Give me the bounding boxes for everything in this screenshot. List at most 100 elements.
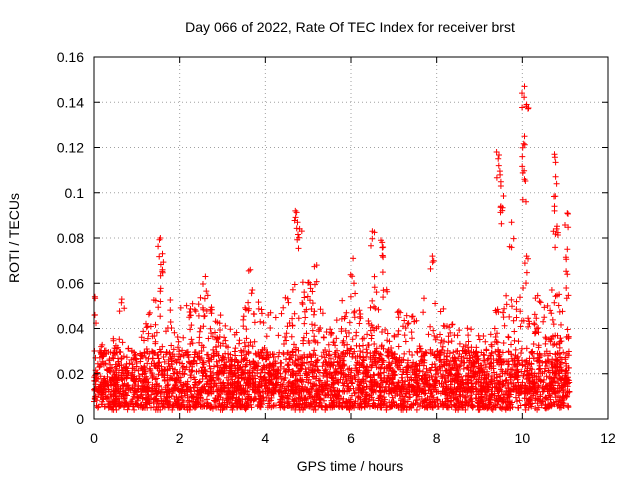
data-point xyxy=(217,312,224,319)
data-point xyxy=(121,395,128,402)
data-point xyxy=(556,401,562,408)
data-point xyxy=(399,371,406,378)
data-point xyxy=(488,388,495,395)
data-point xyxy=(379,329,385,335)
data-point xyxy=(483,346,490,353)
data-point xyxy=(343,309,350,316)
data-point xyxy=(201,312,208,319)
data-point xyxy=(156,253,163,260)
data-point xyxy=(557,376,564,383)
data-point xyxy=(327,331,334,338)
data-point xyxy=(343,333,350,340)
data-point xyxy=(503,301,510,308)
data-point xyxy=(330,380,337,387)
data-point xyxy=(351,314,358,321)
data-point xyxy=(379,244,386,251)
data-point xyxy=(546,386,553,393)
data-point xyxy=(474,402,481,409)
data-point xyxy=(378,398,385,404)
data-point xyxy=(449,388,456,395)
data-point xyxy=(149,348,155,355)
data-point xyxy=(484,404,490,410)
data-point xyxy=(524,367,531,374)
data-point xyxy=(451,332,458,339)
data-point xyxy=(170,346,177,353)
data-point xyxy=(397,309,404,316)
data-point xyxy=(450,349,457,356)
data-point xyxy=(365,342,371,348)
y-tick-label: 0.1 xyxy=(65,185,85,201)
data-point xyxy=(367,356,374,362)
data-point xyxy=(368,386,375,393)
data-point xyxy=(464,325,471,332)
y-axis-label: ROTI / TECUs xyxy=(6,193,22,283)
data-point xyxy=(180,387,186,394)
data-point xyxy=(467,387,474,394)
data-point xyxy=(321,397,327,404)
data-point xyxy=(238,404,245,411)
data-point xyxy=(564,388,571,395)
data-point xyxy=(335,358,341,365)
data-point xyxy=(402,378,409,385)
data-point xyxy=(523,359,530,366)
data-point xyxy=(441,388,448,394)
data-point xyxy=(143,346,150,352)
y-tick-label: 0.02 xyxy=(57,366,84,382)
data-point xyxy=(291,341,297,348)
data-point xyxy=(517,308,524,315)
data-point xyxy=(310,337,317,344)
data-point xyxy=(338,351,345,357)
data-point xyxy=(301,320,308,327)
data-point xyxy=(488,360,495,367)
data-point xyxy=(394,382,401,389)
data-point xyxy=(242,304,249,311)
data-point xyxy=(282,334,288,340)
data-point xyxy=(243,335,250,342)
data-point xyxy=(403,386,410,393)
data-point xyxy=(565,210,571,217)
data-point xyxy=(204,292,211,299)
grid xyxy=(94,57,608,419)
data-point xyxy=(375,371,382,378)
data-point xyxy=(246,373,253,380)
data-point xyxy=(210,370,217,376)
data-point xyxy=(401,332,408,339)
data-point xyxy=(241,339,248,346)
data-point xyxy=(301,360,307,367)
data-point xyxy=(282,375,289,381)
data-point xyxy=(174,404,181,411)
data-point xyxy=(553,180,560,187)
data-point xyxy=(144,323,151,330)
data-point xyxy=(531,355,537,362)
data-point xyxy=(336,355,343,361)
data-point xyxy=(251,388,258,395)
data-point xyxy=(294,236,301,243)
data-point xyxy=(179,347,186,354)
data-point xyxy=(305,338,312,344)
data-point xyxy=(167,307,174,314)
x-tick-label: 8 xyxy=(433,430,441,446)
data-point xyxy=(349,353,356,360)
data-point xyxy=(174,334,181,340)
data-point xyxy=(349,336,356,343)
data-point xyxy=(369,235,376,242)
data-point xyxy=(270,403,277,410)
data-point xyxy=(324,378,331,385)
data-point xyxy=(311,393,318,400)
data-point xyxy=(434,396,441,403)
data-point xyxy=(187,312,194,319)
data-point xyxy=(273,381,279,388)
data-point xyxy=(434,334,441,341)
data-point xyxy=(91,312,98,319)
data-point xyxy=(318,381,325,388)
data-point xyxy=(188,374,194,381)
data-point xyxy=(283,330,290,337)
data-point xyxy=(215,392,222,399)
data-point xyxy=(564,326,571,333)
data-point xyxy=(131,352,138,359)
data-point xyxy=(192,404,199,411)
data-point xyxy=(375,395,382,402)
data-point xyxy=(347,293,354,300)
data-point xyxy=(233,357,240,363)
data-point xyxy=(219,354,226,361)
